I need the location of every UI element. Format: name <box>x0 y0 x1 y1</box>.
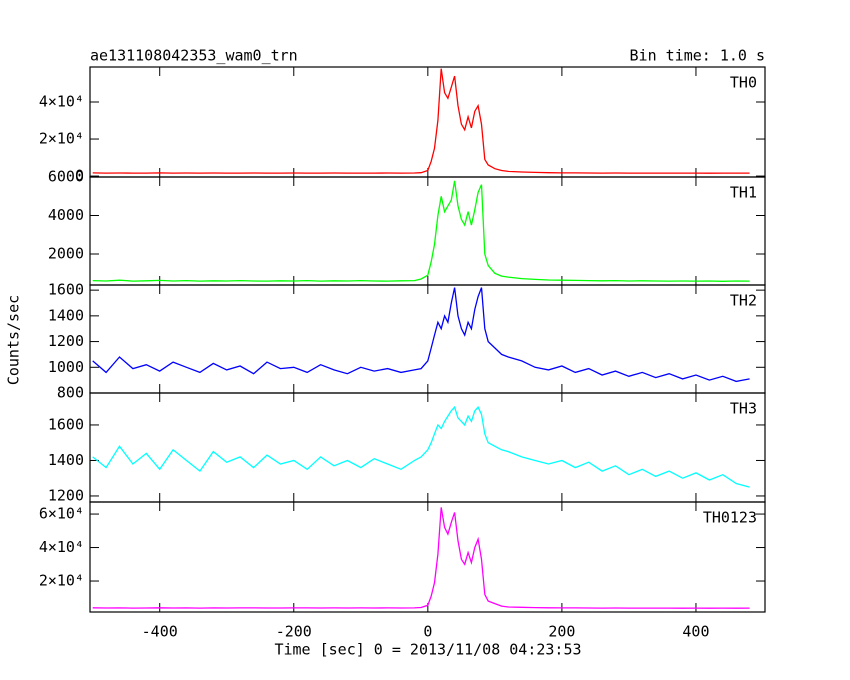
light-curve <box>92 287 750 383</box>
panel-label: TH0 <box>730 74 757 92</box>
y-tick-label: 2×10⁴ <box>39 130 84 148</box>
y-tick-label: 2000 <box>48 245 84 263</box>
y-tick-label: 1000 <box>48 358 84 376</box>
x-tick-label: 200 <box>548 623 575 641</box>
panel-label: TH3 <box>730 400 757 418</box>
y-tick-label: 1200 <box>48 486 84 504</box>
x-axis-label: Time [sec] 0 = 2013/11/08 04:23:53 <box>274 641 581 659</box>
y-tick-label: 4000 <box>48 206 84 224</box>
y-tick-label: 0 <box>75 167 84 185</box>
y-tick-label: 6×10⁴ <box>39 505 84 523</box>
chart-title: ae131108042353_wam0_trn <box>90 47 298 65</box>
light-curve <box>92 405 750 488</box>
light-curve <box>92 68 750 174</box>
panel-label: TH1 <box>730 184 757 202</box>
x-tick-label: -200 <box>276 623 312 641</box>
light-curve <box>92 507 750 609</box>
light-curve <box>92 180 750 282</box>
y-tick-label: 2×10⁴ <box>39 572 84 590</box>
y-tick-label: 1400 <box>48 451 84 469</box>
y-tick-label: 1400 <box>48 306 84 324</box>
x-tick-label: -400 <box>142 623 178 641</box>
bin-time: Bin time: 1.0 s <box>630 47 765 65</box>
y-axis-label: Counts/sec <box>5 295 23 385</box>
y-tick-label: 800 <box>57 384 84 402</box>
y-tick-label: 6000 <box>48 168 84 186</box>
y-tick-label: 1600 <box>48 281 84 299</box>
y-tick-label: 4×10⁴ <box>39 538 84 556</box>
y-tick-label: 1200 <box>48 332 84 350</box>
panel-label: TH0123 <box>703 509 757 527</box>
y-tick-label: 4×10⁴ <box>39 93 84 111</box>
x-tick-label: 400 <box>682 623 709 641</box>
x-tick-label: 0 <box>423 623 432 641</box>
y-tick-label: 1600 <box>48 415 84 433</box>
panel-label: TH2 <box>730 292 757 310</box>
